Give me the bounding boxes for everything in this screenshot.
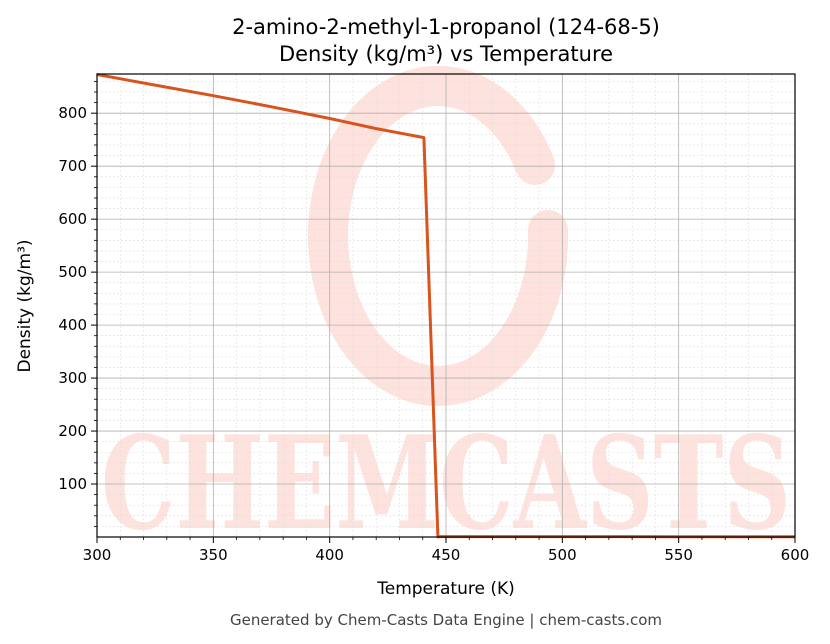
x-tick-label: 450 (432, 546, 461, 564)
x-tick-label: 300 (83, 546, 112, 564)
y-axis-label: Density (kg/m³) (15, 239, 35, 372)
x-tick-label: 350 (199, 546, 228, 564)
y-tick-label: 500 (58, 263, 87, 281)
chart-subtitle: Density (kg/m³) vs Temperature (279, 42, 613, 66)
x-tick-label: 600 (781, 546, 810, 564)
y-tick-label: 700 (58, 157, 87, 175)
y-tick-label: 600 (58, 210, 87, 228)
grid (96, 74, 796, 537)
chart-title: 2-amino-2-methyl-1-propanol (124-68-5) (232, 15, 660, 39)
x-tick-label: 400 (315, 546, 344, 564)
footer-text: Generated by Chem-Casts Data Engine | ch… (230, 611, 662, 629)
y-tick-label: 300 (58, 369, 87, 387)
x-axis-label: Temperature (K) (376, 579, 515, 599)
y-tick-label: 800 (58, 104, 87, 122)
ticks: 300 350 400 450 500 550 600 100 200 300 400 500 600 7… (58, 81, 809, 564)
x-tick-label: 500 (548, 546, 577, 564)
watermark-logo (308, 65, 569, 406)
y-tick-label: 200 (58, 422, 87, 440)
y-tick-label: 400 (58, 316, 87, 334)
y-tick-label: 100 (58, 475, 87, 493)
x-tick-label: 550 (664, 546, 693, 564)
